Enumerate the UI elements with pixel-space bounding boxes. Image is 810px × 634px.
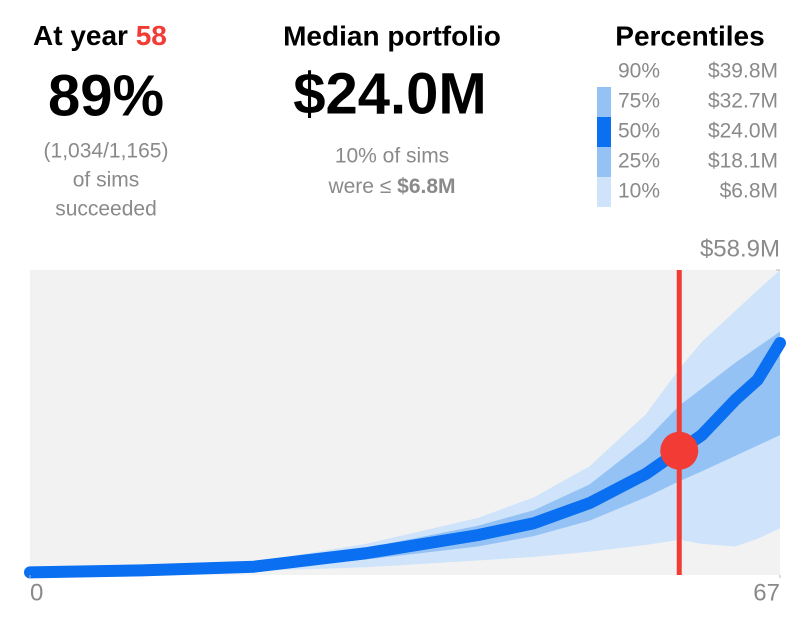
legend-swatch	[597, 87, 611, 117]
x-tick-label: 0	[30, 579, 43, 606]
median-value: $24.0M	[293, 61, 486, 126]
low-value: $6.8M	[397, 175, 455, 198]
legend-pct: 50%	[618, 120, 660, 143]
success-pct: 89%	[48, 63, 164, 128]
legend-value: $6.8M	[720, 180, 778, 203]
low-line: were ≤ $6.8M	[327, 175, 455, 198]
legend-value: $24.0M	[708, 120, 778, 143]
median-title: Median portfolio	[283, 20, 501, 51]
legend-swatch	[597, 117, 611, 147]
year-marker-dot	[660, 431, 699, 470]
legend: 90% $39.8M 75% $32.7M 50% $24.0M 25% $18.1M 10% $…	[597, 60, 778, 207]
percentiles-title: Percentiles	[615, 20, 764, 51]
legend-value: $39.8M	[708, 60, 778, 83]
legend-pct: 90%	[618, 60, 660, 83]
legend-pct: 10%	[618, 180, 660, 203]
legend-value: $18.1M	[708, 150, 778, 173]
legend-pct: 25%	[618, 150, 660, 173]
success-line: succeeded	[55, 198, 157, 221]
x-tick-label: 67	[753, 579, 780, 606]
plot: $58.9M 0 67	[24, 235, 786, 606]
legend-pct: 75%	[618, 90, 660, 113]
legend-swatch	[597, 177, 611, 207]
low-line: 10% of sims	[335, 145, 449, 168]
y-tick-label: $58.9M	[700, 235, 780, 262]
median-line	[24, 337, 786, 579]
low-text: were ≤	[327, 175, 391, 198]
year-label: At year	[33, 20, 128, 51]
year-heading: At year 58	[33, 20, 167, 51]
legend-value: $32.7M	[708, 90, 778, 113]
year-value: 58	[136, 20, 167, 51]
percentile-band	[30, 331, 780, 573]
success-line: (1,034/1,165)	[44, 140, 169, 163]
legend-swatch	[597, 147, 611, 177]
success-line: of sims	[73, 169, 140, 192]
